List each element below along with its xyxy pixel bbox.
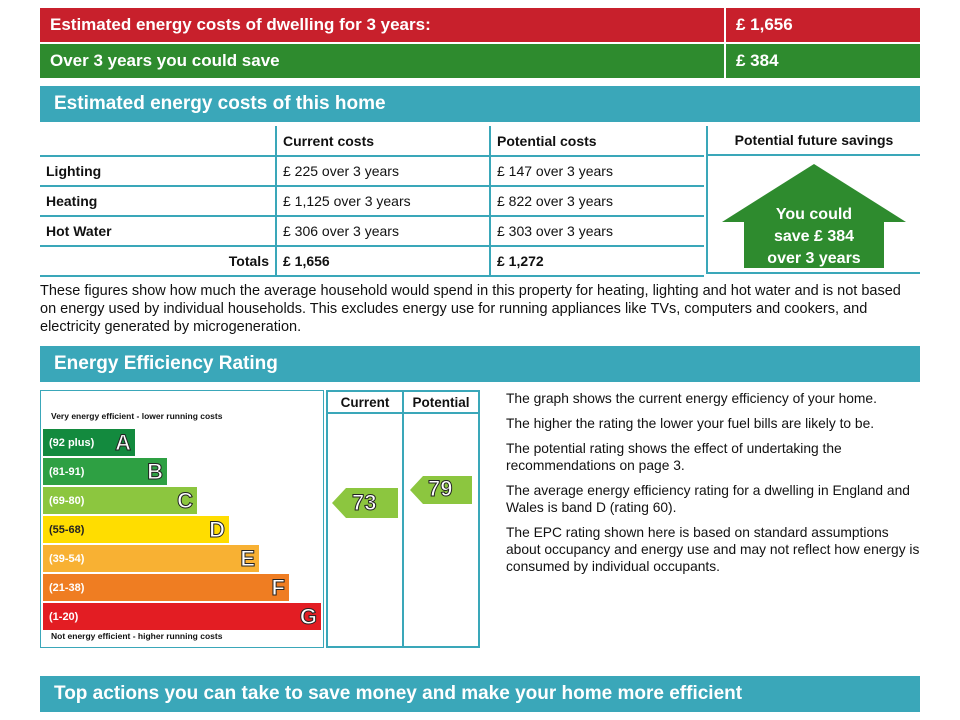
costs-note: These figures show how much the average … <box>40 283 901 335</box>
table-row: Hot Water £ 306 over 3 years £ 303 over … <box>40 216 704 247</box>
potential-column: Potential <box>402 390 480 648</box>
savings-house-text: You could save £ 384 over 3 years <box>738 204 890 270</box>
rating-band-e: (39-54) E <box>43 545 259 572</box>
band-letter: E <box>240 545 256 571</box>
rating-section-title: Energy Efficiency Rating <box>40 346 920 382</box>
band-range: (69-80) <box>49 494 85 507</box>
row-potential: £ 303 over 3 years <box>489 216 704 247</box>
future-savings-panel: Potential future savings You could save … <box>706 126 920 274</box>
band-range: (1-20) <box>49 610 79 623</box>
potential-rating-arrow <box>410 476 472 504</box>
rating-band-a: (92 plus) A <box>43 429 135 456</box>
rating-band-c: (69-80) C <box>43 487 197 514</box>
band-letter: B <box>147 458 164 484</box>
savings-bar: Over 3 years you could save £ 384 <box>40 44 920 78</box>
costs-table: Current costs Potential costs Lighting £… <box>40 126 704 277</box>
inefficient-caption: Not energy efficient - higher running co… <box>51 631 223 641</box>
band-range: (92 plus) <box>49 436 95 449</box>
savings-line-3: over 3 years <box>767 250 861 267</box>
row-potential: £ 822 over 3 years <box>489 186 704 217</box>
costs-section-title: Estimated energy costs of this home <box>40 86 920 122</box>
current-costs-header: Current costs <box>275 126 490 157</box>
row-potential: £ 147 over 3 years <box>489 156 704 187</box>
row-current: £ 225 over 3 years <box>275 156 490 187</box>
rating-chart: Very energy efficient - lower running co… <box>40 390 480 650</box>
savings-line-1: You could <box>775 206 853 223</box>
band-letter: C <box>177 487 194 513</box>
rating-band-d: (55-68) D <box>43 516 229 543</box>
table-row: Lighting £ 225 over 3 years £ 147 over 3… <box>40 156 704 187</box>
band-letter: D <box>209 516 226 542</box>
actions-section-title: Top actions you can take to save money a… <box>40 676 920 712</box>
savings-label: Over 3 years you could save <box>50 51 280 70</box>
band-range: (55-68) <box>49 523 85 536</box>
band-letter: G <box>299 603 317 629</box>
house-icon <box>722 164 906 268</box>
explain-paragraph: The EPC rating shown here is based on st… <box>506 525 920 574</box>
totals-potential: £ 1,272 <box>489 246 704 277</box>
savings-value: £ 384 <box>724 44 920 78</box>
band-letter: A <box>115 429 132 455</box>
row-label: Hot Water <box>40 216 276 247</box>
costs-header-row: Current costs Potential costs <box>40 126 704 157</box>
explain-paragraph: The higher the rating the lower your fue… <box>506 416 875 431</box>
potential-costs-header: Potential costs <box>489 126 704 157</box>
future-savings-header: Potential future savings <box>706 126 920 156</box>
estimated-cost-value: £ 1,656 <box>724 8 920 42</box>
totals-current: £ 1,656 <box>275 246 490 277</box>
explain-paragraph: The average energy efficiency rating for… <box>506 483 910 515</box>
current-column-header: Current <box>328 392 402 414</box>
row-current: £ 1,125 over 3 years <box>275 186 490 217</box>
totals-label: Totals <box>40 246 276 277</box>
future-savings-body: You could save £ 384 over 3 years <box>706 156 920 274</box>
current-column: Current <box>326 390 404 648</box>
current-rating-value: 73 <box>351 490 377 516</box>
rating-explanation: The graph shows the current energy effic… <box>506 390 920 583</box>
table-row: Heating £ 1,125 over 3 years £ 822 over … <box>40 186 704 217</box>
rating-band-f: (21-38) F <box>43 574 289 601</box>
current-rating-arrow <box>332 488 398 518</box>
totals-row: Totals £ 1,656 £ 1,272 <box>40 246 704 277</box>
row-label: Heating <box>40 186 276 217</box>
band-range: (39-54) <box>49 552 85 565</box>
rating-bands-panel: Very energy efficient - lower running co… <box>40 390 324 648</box>
row-label: Lighting <box>40 156 276 187</box>
efficient-caption: Very energy efficient - lower running co… <box>51 411 223 421</box>
costs-header-blank <box>40 126 276 157</box>
potential-column-header: Potential <box>404 392 478 414</box>
band-range: (21-38) <box>49 581 85 594</box>
band-letter: F <box>271 574 285 600</box>
explain-paragraph: The potential rating shows the effect of… <box>506 441 842 473</box>
explain-paragraph: The graph shows the current energy effic… <box>506 391 877 406</box>
rating-band-g: (1-20) G <box>43 603 321 630</box>
band-range: (81-91) <box>49 465 85 478</box>
potential-rating-value: 79 <box>427 476 453 502</box>
estimated-cost-bar: Estimated energy costs of dwelling for 3… <box>40 8 920 42</box>
row-current: £ 306 over 3 years <box>275 216 490 247</box>
savings-line-2: save £ 384 <box>773 228 855 245</box>
rating-band-b: (81-91) B <box>43 458 167 485</box>
estimated-cost-label: Estimated energy costs of dwelling for 3… <box>50 15 431 34</box>
